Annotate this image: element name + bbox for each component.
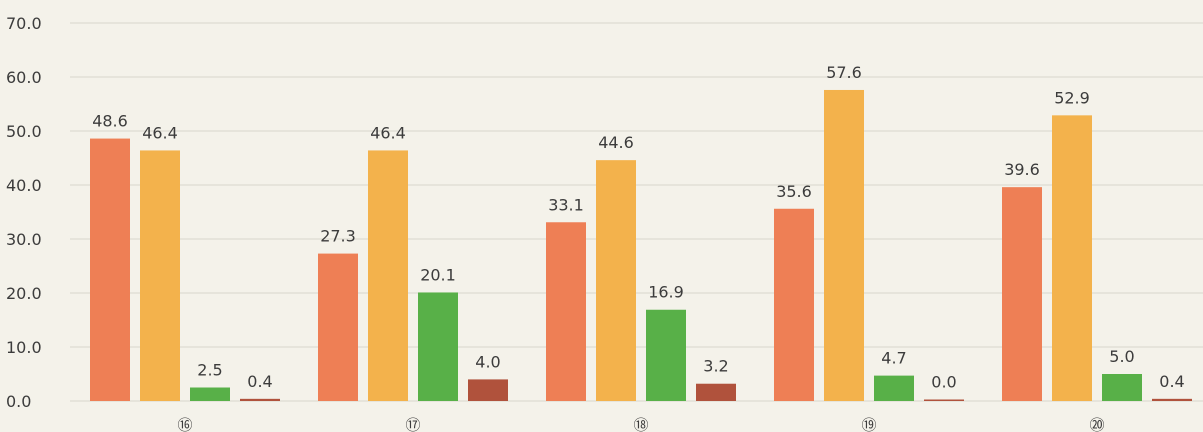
data-label: 46.4	[142, 123, 178, 142]
bar	[596, 160, 636, 401]
data-label: 0.4	[247, 372, 272, 391]
bar	[874, 375, 914, 401]
data-label: 2.5	[197, 361, 222, 380]
bar	[546, 222, 586, 401]
data-label: 4.0	[475, 352, 500, 371]
bar	[1152, 398, 1192, 401]
y-tick-label: 10.0	[6, 338, 42, 357]
y-tick-label: 30.0	[6, 230, 42, 249]
data-label: 16.9	[648, 283, 684, 302]
y-tick-label: 0.0	[6, 392, 31, 411]
y-tick-label: 20.0	[6, 284, 42, 303]
data-label: 5.0	[1109, 347, 1134, 366]
data-label: 33.1	[548, 195, 584, 214]
data-labels: 48.6 46.4 2.5 0.4 27.3 46.4 20.1 4.0 33.1 44.6 16.…	[92, 63, 1185, 392]
gridlines	[70, 22, 1203, 402]
bar	[418, 292, 458, 401]
bar	[1102, 374, 1142, 401]
bar	[924, 399, 964, 401]
y-tick-label: 40.0	[6, 176, 42, 195]
data-label: 3.2	[703, 357, 728, 376]
category-labels: ⑯ ⑰ ⑱ ⑲ ⑳	[177, 416, 1104, 432]
bar	[1002, 187, 1042, 401]
y-tick-label: 60.0	[6, 68, 42, 87]
data-label: 0.4	[1159, 372, 1184, 391]
bar	[140, 150, 180, 401]
bar	[240, 398, 280, 401]
category-label: ⑲	[861, 416, 876, 432]
data-label: 44.6	[598, 133, 634, 152]
data-label: 52.9	[1054, 88, 1090, 107]
data-label: 35.6	[776, 182, 812, 201]
bar	[468, 379, 508, 401]
data-label: 0.0	[931, 373, 956, 392]
bar	[190, 387, 230, 401]
data-label: 48.6	[92, 112, 128, 131]
data-label: 57.6	[826, 63, 862, 82]
bar	[368, 150, 408, 401]
category-label: ⑳	[1089, 416, 1104, 432]
category-label: ⑰	[405, 416, 420, 432]
bar	[1052, 115, 1092, 401]
bar	[824, 89, 864, 402]
category-label: ⑱	[633, 416, 648, 432]
y-axis-tick-labels: 0.0 10.0 20.0 30.0 40.0 50.0 60.0 70.0	[6, 14, 42, 411]
bars	[90, 89, 1192, 402]
bar	[696, 383, 736, 401]
data-label: 27.3	[320, 227, 356, 246]
data-label: 39.6	[1004, 160, 1040, 179]
y-tick-label: 50.0	[6, 122, 42, 141]
bar	[774, 208, 814, 401]
y-tick-label: 70.0	[6, 14, 42, 33]
data-label: 4.7	[881, 349, 906, 368]
bar	[646, 309, 686, 401]
bar	[90, 138, 130, 401]
data-label: 20.1	[420, 265, 456, 284]
bar	[318, 253, 358, 401]
category-label: ⑯	[177, 416, 192, 432]
data-label: 46.4	[370, 123, 406, 142]
